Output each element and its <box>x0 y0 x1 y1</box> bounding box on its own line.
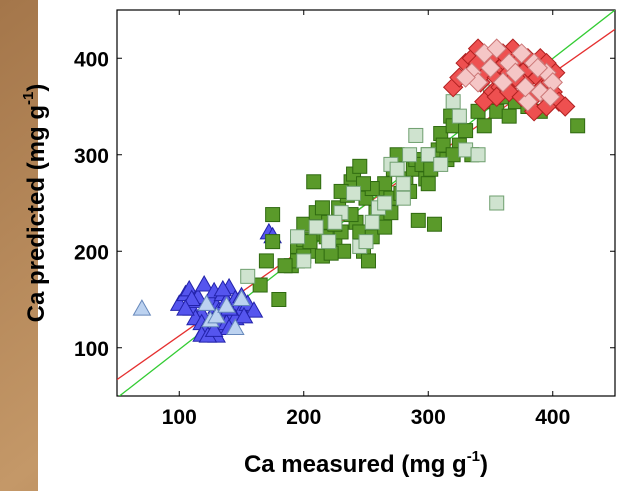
y-axis-label: Ca predicted (mg g-1) <box>20 84 50 323</box>
y-tick-label: 400 <box>74 48 109 71</box>
square-point <box>395 176 411 192</box>
square-point <box>476 118 492 134</box>
square-point <box>470 147 486 163</box>
square-point <box>445 147 461 163</box>
square-point <box>252 277 268 293</box>
triangle-point <box>244 301 264 318</box>
square-point <box>265 207 281 223</box>
square-point <box>314 200 330 216</box>
diamond-point <box>515 76 536 98</box>
square-point <box>352 158 368 174</box>
y-tick-label: 200 <box>74 241 109 264</box>
square-point <box>271 292 287 307</box>
square-point <box>336 243 352 259</box>
square-point <box>377 195 393 211</box>
square-point <box>360 253 376 269</box>
square-point <box>420 176 436 192</box>
diamond-point <box>554 96 576 117</box>
square-point <box>327 214 343 230</box>
square-point <box>302 234 318 250</box>
triangle-point <box>194 275 214 292</box>
y-tick-label: 100 <box>74 338 109 361</box>
square-point <box>333 183 349 199</box>
square-point <box>364 214 380 230</box>
square-point <box>306 174 322 190</box>
square-point <box>277 258 293 274</box>
square-point <box>308 219 324 235</box>
square-point <box>321 234 337 250</box>
square-point <box>570 118 586 134</box>
y-tick-label: 300 <box>74 145 109 168</box>
triangle-point <box>232 289 251 306</box>
square-point <box>296 216 312 232</box>
square-point <box>458 123 474 139</box>
triangle-point <box>207 306 226 324</box>
square-point <box>377 176 393 192</box>
square-point <box>358 234 374 250</box>
triangle-point <box>204 320 224 337</box>
diamond-point <box>480 57 501 79</box>
diamond-point <box>455 67 476 88</box>
square-point <box>426 216 442 232</box>
diamond-point <box>511 43 532 64</box>
triangle-point <box>176 299 195 316</box>
triangle-point <box>234 306 254 324</box>
square-point <box>395 190 411 206</box>
x-tick-label: 200 <box>286 406 321 429</box>
square-point <box>458 142 474 158</box>
square-point <box>389 161 405 177</box>
square-point <box>240 268 256 284</box>
square-point <box>451 108 467 124</box>
axis-ticks: 100 200 300 400 100 200 300 400 <box>74 10 615 429</box>
diamond-point <box>540 86 561 108</box>
diamond-point <box>492 72 514 93</box>
square-point <box>346 185 362 201</box>
square-point <box>377 219 393 235</box>
triangle-point <box>217 296 236 313</box>
square-point <box>420 147 436 163</box>
square-point <box>433 156 449 172</box>
square-point <box>296 253 312 269</box>
square-point <box>489 195 505 211</box>
data-points <box>132 38 586 343</box>
triangle-point <box>182 289 202 306</box>
x-tick-label: 300 <box>411 406 446 429</box>
triangle-point <box>197 294 216 311</box>
diamond-point <box>527 57 549 79</box>
square-point <box>258 253 274 269</box>
triangle-point <box>213 279 233 297</box>
square-point <box>408 127 424 143</box>
diamond-point <box>517 91 539 112</box>
square-point <box>410 212 426 228</box>
square-point <box>402 147 418 163</box>
diamond-point <box>486 38 507 59</box>
square-point <box>501 108 517 124</box>
square-point <box>265 234 281 250</box>
square-point <box>290 229 306 245</box>
diamond-point <box>505 62 526 83</box>
x-axis-label: Ca measured (mg g-1) <box>244 448 488 478</box>
x-tick-label: 400 <box>535 406 570 429</box>
x-tick-label: 100 <box>162 406 197 429</box>
triangle-point <box>132 299 152 316</box>
triangle-point <box>225 318 245 335</box>
